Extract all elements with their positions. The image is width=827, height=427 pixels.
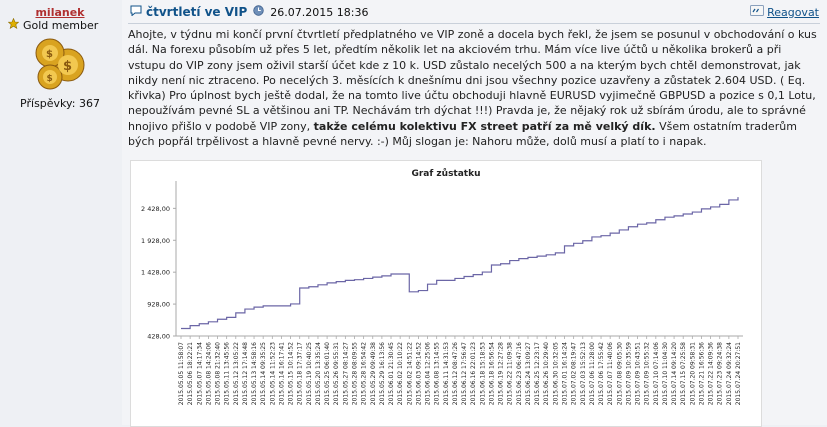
x-tick-label: 2015.06.01 21:30:45 [388,342,395,405]
post-date: 26.07.2015 18:36 [270,5,369,19]
post-icon [130,5,142,19]
x-tick-label: 2015.07.06 17:55:42 [598,342,605,405]
x-tick-label: 2015.07.01 16:14:24 [562,342,569,405]
y-tick-label: 2 428,00 [141,205,170,213]
x-tick-label: 2015.07.09 10:55:32 [644,342,651,405]
x-tick-label: 2015.07.08 09:05:30 [616,342,623,405]
x-tick-label: 2015.06.25 12:23:17 [534,342,541,405]
x-tick-label: 2015.07.02 08:19:47 [571,342,578,405]
x-tick-label: 2015.07.21 16:56:36 [698,342,705,405]
x-tick-label: 2015.06.11 14:31:53 [443,342,450,405]
post-body-text: Ahojte, v týdnu mi končí první čtvrtletí… [128,28,817,133]
author-post-count: Příspěvky: 367 [20,97,100,110]
y-tick-label: 1 928,00 [141,237,170,245]
balance-line [181,197,739,330]
author-username[interactable]: milanek [35,6,85,19]
chart-title: Graf zůstatku [411,169,481,179]
x-tick-label: 2015.05.12 13:05:22 [233,342,240,405]
x-tick-label: 2015.05.28 16:54:42 [361,342,368,405]
x-tick-label: 2015.07.24 20:27:51 [735,342,742,405]
x-tick-label: 2015.05.14 16:17:41 [278,342,285,405]
post-body-text-end: Všem ostatním traderům bých popřál trpěl… [128,119,797,149]
reply-label: Reagovat [767,5,819,19]
x-tick-label: 2015.06.19 12:27:28 [498,342,505,405]
post-subject[interactable]: čtvrtletí ve VIP [146,5,248,19]
x-tick-label: 2015.07.20 09:58:31 [689,342,696,405]
x-tick-label: 2015.05.14 11:52:23 [269,342,276,405]
avatar[interactable]: $ $ $ [30,33,90,93]
x-tick-label: 2015.06.04 12:25:06 [425,342,432,405]
x-tick-label: 2015.07.06 11:28:00 [589,342,596,405]
x-tick-label: 2015.05.25 06:01:40 [324,342,331,405]
y-tick-label: 928,00 [147,301,170,309]
x-tick-label: 2015.06.30 10:32:05 [552,342,559,405]
balance-chart: Graf zůstatku 428,00 928,00 1 428,00 1 928,… [130,160,762,427]
x-tick-label: 2015.05.29 09:49:38 [370,342,377,405]
y-tick-label: 1 428,00 [141,269,170,277]
svg-text:$: $ [47,74,53,84]
x-tick-label: 2015.06.18 16:56:54 [488,342,495,405]
x-tick-label: 2015.05.28 08:09:55 [351,342,358,405]
author-rank-label: Gold member [23,18,99,32]
x-tick-label: 2015.05.29 16:13:56 [379,342,386,405]
x-tick-label: 2015.05.05 11:58:07 [178,342,185,405]
header-divider [128,23,820,24]
x-tick-label: 2015.06.12 08:47:26 [452,342,459,405]
reply-button[interactable]: Reagovat [750,5,819,19]
x-tick-label: 2015.07.09 10:43:51 [635,342,642,405]
star-icon [7,17,20,32]
x-tick-label: 2015.05.15 10:14:52 [288,342,295,405]
x-tick-label: 2015.05.11 13:45:56 [224,342,231,405]
x-tick-label: 2015.06.02 14:51:22 [406,342,413,405]
x-tick-label: 2015.06.18 15:18:53 [479,342,486,405]
author-panel: milanek Gold member $ $ $ Příspěvky: 367 [0,0,120,425]
x-tick-label: 2015.05.27 08:14:27 [342,342,349,405]
svg-text:$: $ [46,49,53,60]
x-tick-label: 2015.05.14 09:35:25 [260,342,267,405]
x-tick-label: 2015.07.10 11:04:30 [662,342,669,405]
x-tick-label: 2015.06.03 09:14:52 [415,342,422,405]
x-tick-label: 2015.06.12 17:56:47 [461,342,468,405]
x-tick-label: 2015.05.12 17:14:48 [242,342,249,405]
x-tick-label: 2015.05.20 13:35:24 [315,342,322,405]
x-tick-label: 2015.06.23 06:47:16 [516,342,523,405]
x-tick-label: 2015.07.22 14:09:36 [708,342,715,405]
post-header: čtvrtletí ve VIP 26.07.2015 18:36 [130,4,820,20]
y-tick-label: 428,00 [147,333,170,341]
x-tick-label: 2015.05.13 14:58:16 [251,342,258,405]
x-tick-label: 2015.07.23 09:24:38 [717,342,724,405]
x-tick-label: 2015.07.15 07:25:58 [680,342,687,405]
x-tick-label: 2015.05.26 09:55:31 [333,342,340,405]
x-tick-label: 2015.07.24 09:32:24 [726,342,733,405]
svg-text:$: $ [63,59,72,74]
x-tick-label: 2015.05.06 18:22:21 [187,342,194,405]
x-tick-label: 2015.05.07 14:17:34 [196,342,203,405]
x-tick-label: 2015.06.02 10:10:22 [397,342,404,405]
x-tick-label: 2015.07.09 10:35:59 [625,342,632,405]
x-tick-label: 2015.07.10 07:14:06 [653,342,660,405]
clock-icon [253,5,264,19]
x-tick-label: 2015.05.18 17:37:17 [297,342,304,405]
post-container: čtvrtletí ve VIP 26.07.2015 18:36 Reagov… [122,0,827,427]
x-tick-label: 2015.06.08 13:14:55 [434,342,441,405]
post-body-bold: takže celému kolektivu FX street patří z… [313,119,656,133]
x-tick-label: 2015.07.07 11:40:06 [607,342,614,405]
quote-icon [750,5,765,19]
x-tick-label: 2015.05.08 14:24:06 [205,342,212,405]
x-tick-label: 2015.05.08 21:32:40 [215,342,222,405]
x-tick-label: 2015.06.24 13:09:27 [525,342,532,405]
post-body: Ahojte, v týdnu mi končí první čtvrtletí… [128,27,820,149]
author-rank: Gold member [7,17,120,32]
chart-plot: 428,00 928,00 1 428,00 1 928,00 2 428,00 2015… [141,181,743,405]
x-tick-label: 2015.06.22 11:09:38 [507,342,514,405]
x-tick-label: 2015.05.19 10:40:25 [306,342,313,405]
x-tick-label: 2015.06.26 10:29:40 [543,342,550,405]
x-tick-label: 2015.06.16 22:01:23 [470,342,477,405]
x-tick-label: 2015.07.03 15:52:13 [580,342,587,405]
x-tick-label: 2015.07.14 09:14:20 [671,342,678,405]
